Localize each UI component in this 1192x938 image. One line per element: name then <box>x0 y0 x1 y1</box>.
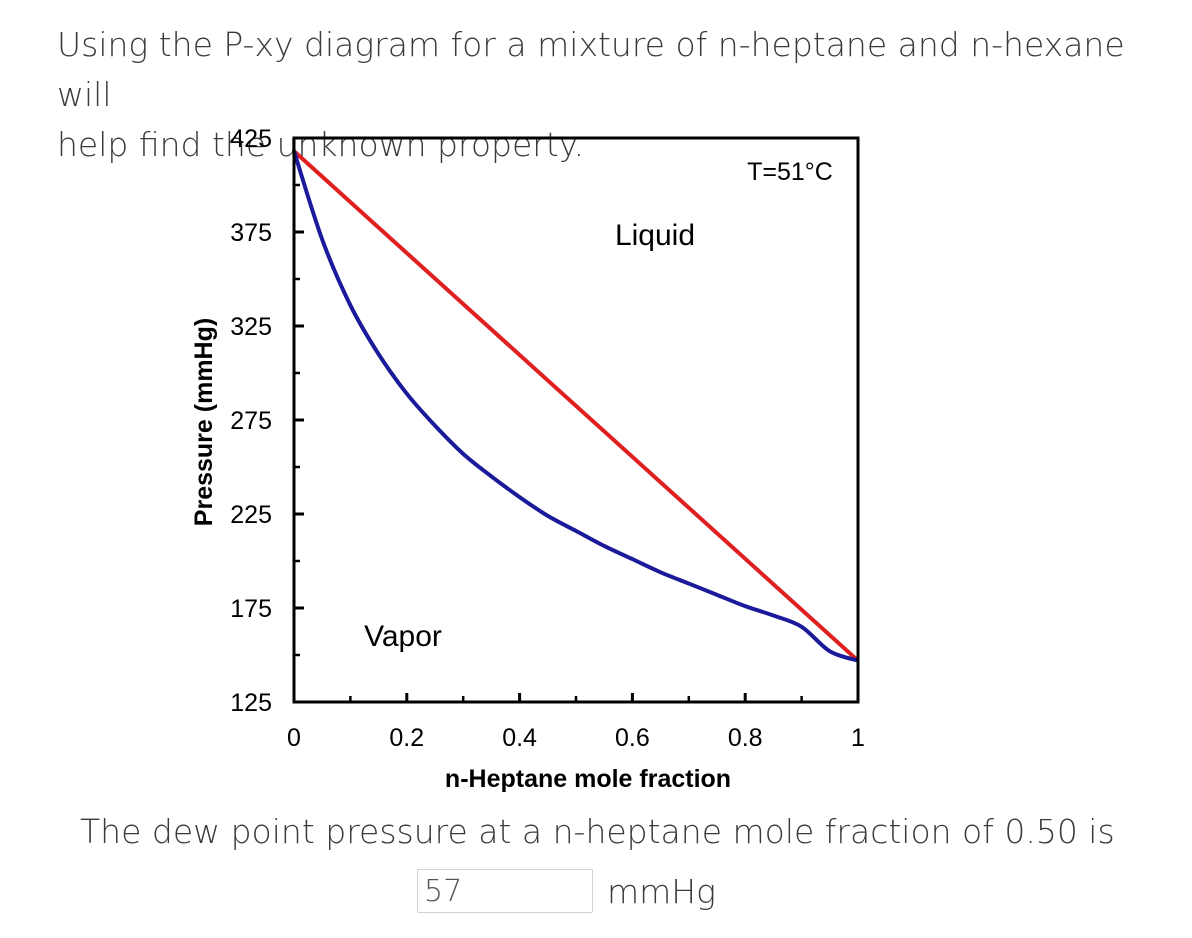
y-tick-label: 175 <box>230 595 272 623</box>
bubble-point-line <box>294 149 858 663</box>
y-tick-label: 425 <box>230 125 272 153</box>
y-tick-label: 325 <box>230 313 272 341</box>
liquid-region-label: Liquid <box>615 219 695 252</box>
x-axis-label: n-Heptane mole fraction <box>445 765 731 793</box>
x-tick-label: 0.2 <box>389 724 424 752</box>
y-axis-label: Pressure (mmHg) <box>190 318 218 526</box>
y-tick-label: 125 <box>230 689 272 717</box>
y-tick-label: 225 <box>230 501 272 529</box>
x-tick-label: 0.4 <box>502 724 537 752</box>
x-tick-label: 0 <box>287 724 301 752</box>
unit-label: mmHg <box>607 871 716 911</box>
x-tick-label: 1 <box>851 724 865 752</box>
prompt-line-1: Using the P-xy diagram for a mixture of … <box>57 25 1125 114</box>
vapor-region-label: Vapor <box>364 620 442 653</box>
x-tick-label: 0.8 <box>728 724 763 752</box>
problem-prompt: Using the P-xy diagram for a mixture of … <box>57 20 1157 170</box>
y-tick-label: 275 <box>230 407 272 435</box>
answer-input[interactable] <box>417 869 593 913</box>
dew-point-curve <box>294 150 858 663</box>
y-tick-label: 375 <box>230 219 272 247</box>
answer-row: mmHg <box>417 866 716 916</box>
temperature-annotation: T=51°C <box>747 158 833 186</box>
question-text: The dew point pressure at a n-heptane mo… <box>80 812 1115 851</box>
prompt-line-2: help find the unknown property. <box>57 125 585 164</box>
x-tick-label: 0.6 <box>615 724 650 752</box>
